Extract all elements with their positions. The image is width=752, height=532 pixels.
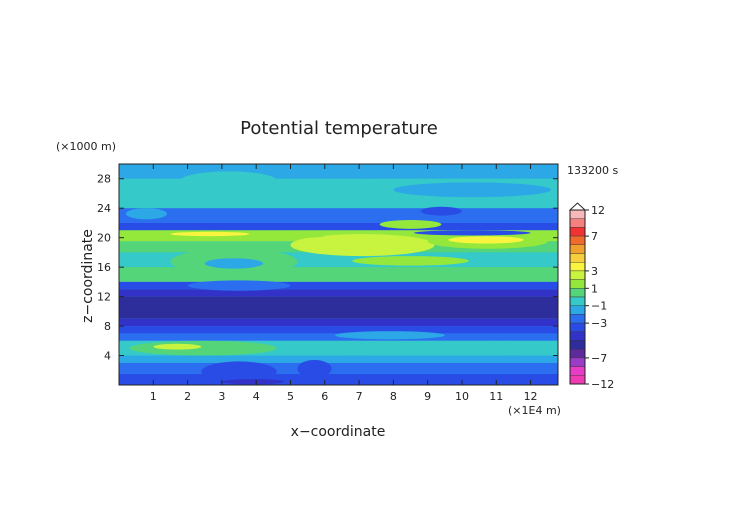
colorbar-segment — [569, 262, 586, 272]
colorbar-segment — [569, 235, 586, 246]
x-tick-label: 7 — [356, 390, 363, 403]
x-tick-label: 3 — [218, 390, 225, 403]
y-tick-label: 28 — [97, 173, 111, 186]
time-label: 133200 s — [567, 164, 618, 177]
colorbar-segment — [569, 366, 586, 376]
heatmap-feature — [413, 230, 531, 236]
colorbar-segment — [569, 375, 586, 385]
colorbar-segment — [569, 270, 586, 280]
colorbar: 12 7 3 1 −1 −3 −7 −12 — [568, 202, 614, 391]
colorbar-segment — [569, 209, 586, 219]
heatmap-feature — [290, 189, 394, 205]
colorbar-label: −7 — [591, 352, 607, 365]
colorbar-label: 7 — [591, 230, 598, 243]
y-tick-label: 20 — [97, 232, 111, 245]
x-tick-label: 12 — [524, 390, 538, 403]
y-tick-label: 12 — [97, 291, 111, 304]
plot-frame — [118, 163, 559, 386]
colorbar-label: 12 — [591, 204, 605, 217]
colorbar-segment — [569, 288, 586, 298]
heatmap-feature — [290, 233, 435, 257]
heatmap-band — [119, 289, 558, 297]
heatmap-feature — [221, 379, 284, 385]
colorbar-segment — [569, 218, 586, 228]
heatmap-feature — [352, 256, 469, 266]
heatmap-feature — [420, 206, 462, 216]
heatmap-feature — [180, 171, 277, 190]
heatmap-feature — [170, 231, 250, 237]
heatmap-band — [119, 281, 558, 290]
chart-title: Potential temperature — [240, 118, 438, 139]
colorbar-segment — [569, 296, 586, 306]
colorbar-arrow — [568, 202, 587, 211]
y-tick-label: 24 — [97, 202, 111, 215]
heatmap-band — [119, 296, 558, 319]
y-tick-label: 8 — [104, 320, 111, 333]
heatmap-feature — [393, 182, 552, 198]
y-unit-label: (×1000 m) — [56, 140, 116, 153]
heatmap-feature — [187, 280, 291, 291]
x-tick-label: 1 — [150, 390, 157, 403]
heatmap-feature — [129, 340, 277, 356]
colorbar-segment — [569, 322, 586, 333]
colorbar-segment — [569, 227, 586, 237]
x-tick-label: 4 — [253, 390, 260, 403]
x-tick-label: 6 — [321, 390, 328, 403]
y-tick-label: 16 — [97, 261, 111, 274]
colorbar-label: 3 — [591, 265, 598, 278]
heatmap-feature — [297, 359, 332, 378]
colorbar-segment — [569, 279, 586, 289]
colorbar-frame — [569, 209, 586, 385]
colorbar-label: −1 — [591, 300, 607, 313]
heatmap-feature — [204, 258, 264, 269]
y-axis-label: z−coordinate — [80, 229, 96, 323]
colorbar-segment — [569, 314, 586, 324]
heatmap-feature — [153, 343, 202, 350]
colorbar-segment — [569, 331, 586, 341]
colorbar-segment — [569, 340, 586, 350]
heatmap-band — [119, 318, 558, 327]
heatmap-feature — [201, 361, 277, 383]
x-tick-label: 2 — [184, 390, 191, 403]
heatmap-band — [119, 333, 558, 341]
heatmap-feature — [448, 236, 524, 244]
colorbar-label: 1 — [591, 282, 598, 295]
heatmap-feature — [324, 166, 411, 179]
heatmap-feature — [317, 342, 548, 355]
colorbar-segment — [569, 253, 586, 263]
heatmap-feature — [379, 219, 442, 229]
heatmap-band — [119, 222, 558, 231]
x-unit-label: (×1E4 m) — [508, 404, 561, 417]
colorbar-segment — [569, 305, 586, 315]
heatmap-plot-area — [119, 164, 558, 385]
x-axis-label: x−coordinate — [291, 424, 386, 440]
x-tick-label: 10 — [455, 390, 469, 403]
colorbar-segment — [569, 357, 586, 367]
x-tick-label: 9 — [424, 390, 431, 403]
x-tick-label: 11 — [489, 390, 503, 403]
x-tick-label: 5 — [287, 390, 294, 403]
heatmap-band — [119, 326, 558, 334]
heatmap-band — [119, 355, 558, 363]
heatmap-band — [119, 373, 558, 385]
colorbar-label: −3 — [591, 317, 607, 330]
colorbar-label: −12 — [591, 378, 614, 391]
heatmap-feature — [335, 331, 445, 340]
heatmap-band — [119, 208, 558, 223]
heatmap-feature — [125, 208, 168, 220]
heatmap-band — [119, 362, 558, 374]
colorbar-segment — [569, 349, 586, 359]
x-tick-label: 8 — [390, 390, 397, 403]
colorbar-segment — [569, 244, 586, 254]
y-tick-label: 4 — [104, 350, 111, 363]
